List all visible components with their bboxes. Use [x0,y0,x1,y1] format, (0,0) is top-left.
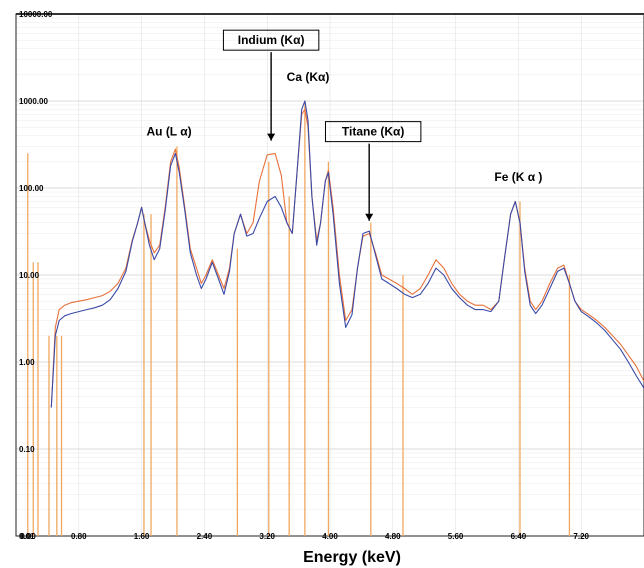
y-tick-label-3: 10.00 [19,271,40,280]
annotation-label-0: Au (L α) [146,125,191,139]
x-tick-label-0: 0.00 [20,532,36,541]
y-axis-ticks: 10000.00 1000.00 100.00 10.00 1.00 0.10 0.01 [19,10,53,541]
x-tick-label-2: 1.60 [134,532,150,541]
x-axis-ticks: 0.00 0.80 1.60 2.40 3.20 4.00 4.80 5.60 6.40 7.20 [20,532,589,541]
y-tick-label-4: 1.00 [19,358,35,367]
y-tick-label-1: 1000.00 [19,97,48,106]
annotation-arrowhead-1 [267,133,276,141]
x-tick-label-9: 7.20 [573,532,589,541]
spectrum-series [50,100,644,408]
annotation-1: Indium (Kα) [222,29,320,141]
annotation-2: Ca (Kα) [287,70,330,84]
y-tick-label-0: 10000.00 [19,10,53,19]
x-tick-label-3: 2.40 [197,532,213,541]
x-tick-label-4: 3.20 [259,532,275,541]
annotation-box-1 [222,29,320,51]
x-tick-label-1: 0.80 [71,532,87,541]
vertical-grid [15,14,582,536]
peak-annotations: Au (L α) Indium (Kα) Ca (Kα) Titane (Kα) Fe … [146,29,542,221]
x-tick-label-7: 5.60 [448,532,464,541]
series-line-2 [50,100,644,408]
annotation-0: Au (L α) [146,125,191,139]
annotation-label-2: Ca (Kα) [287,70,330,84]
annotation-label-3: Titane (Kα) [342,125,405,139]
y-tick-label-6: 0.01 [19,532,35,541]
y-tick-label-2: 100.00 [19,184,44,193]
x-tick-label-6: 4.80 [385,532,401,541]
x-axis-label: Energy (keV) [303,549,401,566]
x-tick-label-5: 4.00 [322,532,338,541]
peak-marker-lines [27,101,571,536]
annotation-box-3 [324,121,422,143]
x-tick-label-8: 6.40 [511,532,527,541]
y-tick-label-5: 0.10 [19,445,35,454]
annotation-3: Titane (Kα) [324,121,422,221]
annotation-4: Fe (K α ) [494,170,542,184]
annotation-label-4: Fe (K α ) [494,170,542,184]
annotation-arrowhead-3 [365,213,374,221]
annotation-label-1: Indium (Kα) [238,33,305,47]
